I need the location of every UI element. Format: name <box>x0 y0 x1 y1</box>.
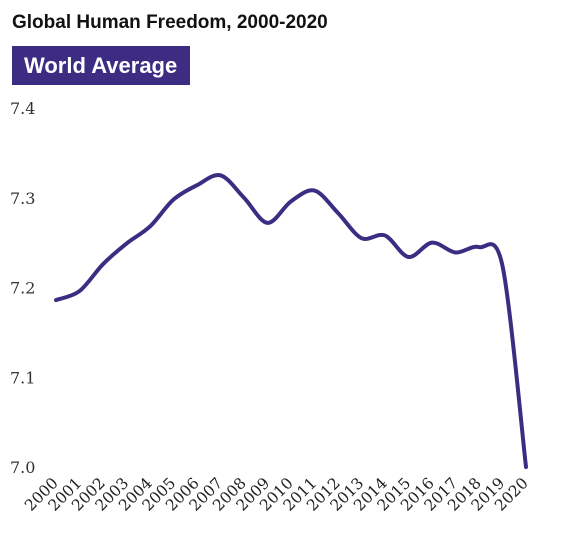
x-axis-ticks: 2000200120022003200420052006200720082009… <box>21 474 532 515</box>
data-point <box>78 289 82 293</box>
data-point <box>360 236 364 240</box>
data-point <box>195 183 199 187</box>
series-group <box>54 173 528 469</box>
data-point <box>172 198 176 202</box>
y-tick-label: 7.1 <box>10 368 35 387</box>
data-point <box>524 465 528 469</box>
data-point <box>54 298 58 302</box>
data-point <box>125 242 129 246</box>
data-point <box>289 199 293 203</box>
data-point <box>407 255 411 259</box>
data-point <box>477 245 481 249</box>
y-tick-label: 7.2 <box>10 279 35 298</box>
chart-title: Global Human Freedom, 2000-2020 <box>12 12 328 33</box>
y-tick-label: 7.4 <box>10 99 35 118</box>
data-point <box>454 250 458 254</box>
data-point <box>430 241 434 245</box>
data-point <box>313 189 317 193</box>
data-point <box>242 196 246 200</box>
y-axis-ticks: 7.0 7.1 7.2 7.3 7.4 <box>10 99 35 477</box>
subtitle-banner: World Average <box>12 46 191 85</box>
data-point <box>266 221 270 225</box>
series-line <box>54 173 528 469</box>
data-point <box>148 224 152 228</box>
data-point <box>383 233 387 237</box>
data-point <box>101 262 105 266</box>
data-point <box>501 264 505 268</box>
y-tick-label: 7.3 <box>10 189 35 208</box>
data-point <box>336 211 340 215</box>
data-point <box>219 173 223 177</box>
y-tick-label: 7.0 <box>10 458 35 477</box>
